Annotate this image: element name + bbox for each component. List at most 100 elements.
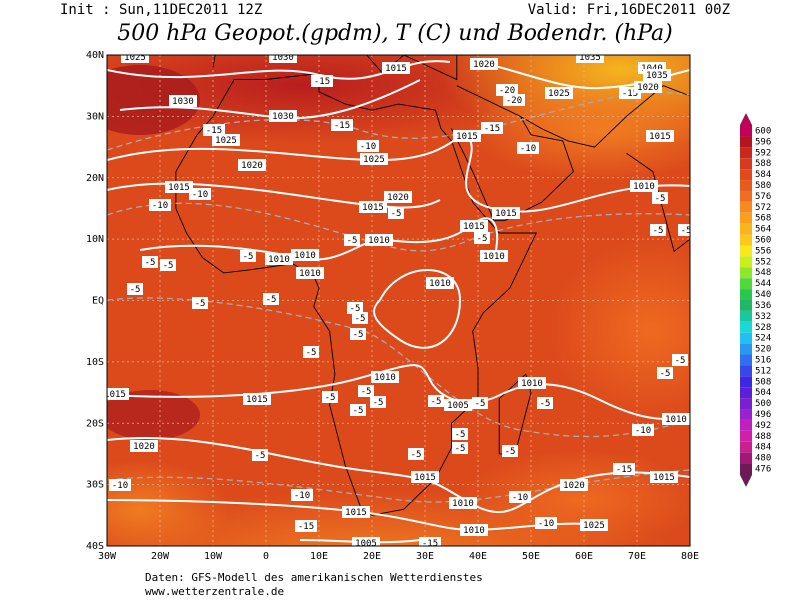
contour-label: -15: [298, 522, 314, 532]
contour-label-box: [545, 87, 573, 99]
contour-label: 1010: [429, 279, 451, 289]
contour-label-box: [243, 393, 271, 405]
latitude-label: 40N: [86, 50, 104, 61]
contour-label-box: [347, 302, 363, 314]
contour-label-box: [472, 397, 488, 409]
contour-label-box: [474, 232, 490, 244]
contour-label: -5: [130, 285, 141, 295]
contour-label: 1015: [385, 64, 407, 74]
contour-label: 1025: [583, 521, 605, 531]
colorbar-bottom-cap: [739, 474, 753, 488]
contour-label: -5: [391, 209, 402, 219]
colorbar-swatch: [740, 201, 752, 213]
contour-label-box: [352, 312, 368, 324]
contour-label-box: [350, 328, 366, 340]
colorbar-swatch: [740, 300, 752, 311]
contour-label-box: [203, 124, 225, 136]
contour-label-box: [580, 519, 608, 531]
contour-label: 1010: [374, 373, 396, 383]
contour-label: 1010: [633, 182, 655, 192]
latitude-label: 40S: [86, 541, 104, 552]
contour-label: -10: [360, 142, 376, 152]
contour-label-box: [311, 75, 333, 87]
contour-label: 1030: [272, 53, 294, 63]
contour-label: -20: [506, 96, 522, 106]
contour-label: 1020: [387, 193, 409, 203]
contour-label-box: [678, 224, 690, 236]
contour-label: -5: [505, 447, 516, 457]
contour-label: -10: [512, 493, 528, 503]
contour-label: -5: [325, 393, 336, 403]
contour-label: 1015: [649, 132, 671, 142]
contour-label-box: [453, 130, 481, 142]
contour-label-box: [408, 448, 424, 460]
contour-label: 1010: [521, 379, 543, 389]
contour-label-box: [358, 385, 374, 397]
contour-label: 1020: [133, 442, 155, 452]
colorbar-swatch: [740, 430, 752, 442]
contour-label: 1035: [579, 53, 601, 63]
contour-label: -15: [622, 89, 638, 99]
latitude-label: 30S: [86, 480, 104, 491]
colorbar-label: 600: [755, 127, 771, 137]
colorbar-swatch: [740, 190, 752, 202]
contour-label: 1020: [563, 481, 585, 491]
contour-label: -10: [112, 481, 128, 491]
contour-label: 1015: [104, 390, 126, 400]
colorbar-swatch: [740, 409, 752, 420]
contour-label: 1010: [463, 526, 485, 536]
contour-label: -5: [431, 397, 442, 407]
colorbar-label: 572: [755, 203, 771, 213]
contour-label-box: [496, 84, 518, 96]
data-source: Daten: GFS-Modell des amerikanischen Wet…: [145, 571, 483, 584]
contour-label-box: [142, 256, 158, 268]
contour-label: -15: [484, 124, 500, 134]
contour-label-box: [149, 199, 171, 211]
contour-label-box: [650, 471, 678, 483]
colorbar-swatch: [740, 365, 752, 377]
contour-label: 1010: [483, 252, 505, 262]
contour-label: -20: [499, 86, 515, 96]
contour-label: -5: [455, 430, 466, 440]
contour-label-box: [212, 134, 240, 146]
contour-label: -10: [538, 519, 554, 529]
contour-label-box: [265, 253, 293, 265]
contour-label-box: [643, 69, 671, 81]
coastline: [212, 55, 458, 81]
colorbar-label: 496: [755, 410, 771, 420]
contour-label-box: [470, 58, 498, 70]
colorbar-label: 556: [755, 246, 771, 256]
contour-label: 1020: [241, 161, 263, 171]
contour-label-box: [295, 520, 317, 532]
valid-time: Valid: Fri,16DEC2011 00Z: [528, 2, 730, 18]
contour-label-box: [360, 153, 388, 165]
contour-label: 1010: [665, 415, 687, 425]
contour-label-box: [426, 277, 454, 289]
longitude-label: 10E: [310, 551, 328, 562]
contour-label-box: [127, 283, 143, 295]
colorbar-label: 552: [755, 257, 771, 267]
contour-label: 1015: [414, 473, 436, 483]
contour-label-box: [189, 188, 211, 200]
colorbar-swatch: [740, 321, 752, 333]
contour-label: -15: [422, 539, 438, 549]
colorbar-swatch: [740, 234, 752, 246]
contour-label: 1010: [452, 499, 474, 509]
contour-label-box: [630, 180, 658, 192]
contour-label-box: [662, 413, 690, 425]
contour-label: -5: [373, 398, 384, 408]
contour-label-box: [238, 159, 266, 171]
contour-label-box: [357, 140, 379, 152]
colorbar-swatch: [740, 343, 752, 355]
contour-label-box: [130, 440, 158, 452]
contour-label: 1025: [363, 155, 385, 165]
contour-label: 1015: [168, 183, 190, 193]
colorbar-top-cap: [739, 112, 753, 126]
contour-label-box: [384, 191, 412, 203]
contour-label-box: [444, 399, 472, 411]
colorbar-swatch: [740, 376, 752, 388]
contour-label: -15: [206, 126, 222, 136]
contour-label-box: [365, 234, 393, 246]
colorbar-swatch: [740, 441, 752, 453]
longitude-label: 80E: [681, 551, 699, 562]
